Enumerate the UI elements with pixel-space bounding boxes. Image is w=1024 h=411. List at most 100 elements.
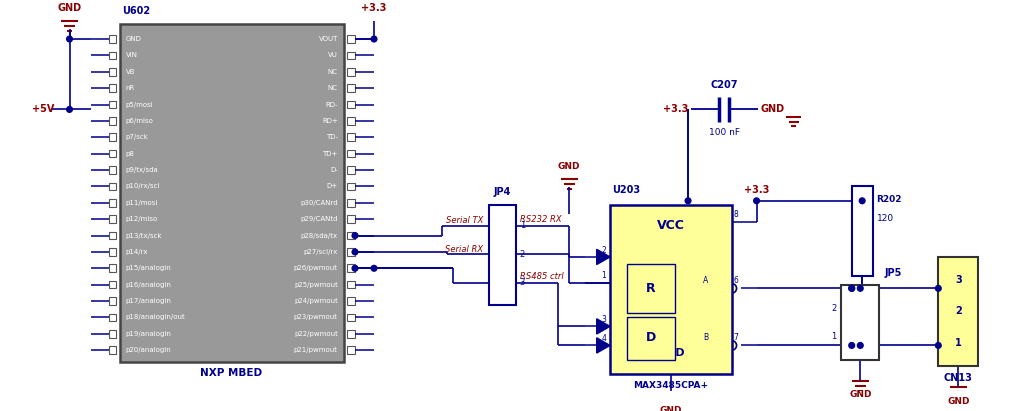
Text: JP4: JP4 [494,187,511,197]
Bar [109,150,116,157]
Text: GND: GND [761,104,784,114]
Polygon shape [597,319,610,334]
Circle shape [849,286,855,291]
Text: TD-: TD- [326,134,338,140]
Bar [347,232,355,239]
Bar [109,297,116,305]
Bar [109,166,116,174]
Bar [109,182,116,190]
Text: RS485 ctrl: RS485 ctrl [519,272,563,282]
Bar [347,215,355,223]
Text: NC: NC [328,69,338,75]
Text: p30/CANrd: p30/CANrd [300,200,338,206]
Circle shape [849,343,855,348]
Bar [109,52,116,59]
Bar [347,182,355,190]
Text: 1: 1 [601,271,606,280]
Bar [347,84,355,92]
Text: 100 nF: 100 nF [709,129,739,137]
Text: p5/mosi: p5/mosi [126,102,154,108]
Bar [852,185,872,276]
Circle shape [727,284,736,293]
Text: 3: 3 [601,315,606,324]
Text: MAX3485CPA+: MAX3485CPA+ [634,381,709,390]
Bar [109,314,116,321]
Text: p21/pwmout: p21/pwmout [294,347,338,353]
Text: R: R [646,282,655,295]
Text: RD-: RD- [326,102,338,108]
Text: p19/analogin: p19/analogin [126,331,172,337]
Bar [347,199,355,207]
Bar [109,134,116,141]
Text: 120: 120 [877,215,894,223]
Text: VOUT: VOUT [318,36,338,42]
Circle shape [495,275,510,290]
Text: p7/sck: p7/sck [126,134,148,140]
Text: p8: p8 [126,151,134,157]
Text: p25/pwmout: p25/pwmout [294,282,338,288]
Text: p12/miso: p12/miso [126,216,158,222]
Bar [347,297,355,305]
Bar [347,265,355,272]
Circle shape [352,266,357,271]
Bar [109,265,116,272]
Polygon shape [597,338,610,353]
Bar [109,346,116,354]
Circle shape [936,343,941,348]
Bar [109,281,116,289]
Bar [347,166,355,174]
Text: C207: C207 [711,81,738,90]
Bar [842,286,880,360]
Text: A: A [703,276,709,285]
Text: GND: GND [57,3,82,13]
Text: 2: 2 [955,306,962,316]
Text: p10/rx/scl: p10/rx/scl [126,183,160,189]
Text: 8: 8 [734,210,738,219]
Text: VCC: VCC [657,219,685,232]
Bar [938,257,978,366]
Text: D: D [646,331,656,344]
Text: JP5: JP5 [884,268,901,278]
Text: +3.3: +3.3 [361,3,387,13]
Circle shape [936,286,941,291]
Bar [109,232,116,239]
Bar [347,346,355,354]
Text: NC: NC [328,85,338,91]
Text: p29/CANtd: p29/CANtd [300,216,338,222]
Bar [347,150,355,157]
Text: p26/pwmout: p26/pwmout [294,265,338,271]
Text: 1: 1 [519,221,525,230]
Text: GND: GND [947,397,970,406]
Bar [109,248,116,256]
Circle shape [859,198,865,203]
Text: p14/rx: p14/rx [126,249,148,255]
Bar [347,281,355,289]
Circle shape [495,218,510,233]
Bar [109,215,116,223]
Circle shape [352,233,357,238]
Text: p6/miso: p6/miso [126,118,154,124]
Circle shape [849,286,855,291]
Circle shape [371,36,377,42]
Text: 7: 7 [734,333,738,342]
Text: +3.3: +3.3 [663,104,688,114]
Text: p28/sda/tx: p28/sda/tx [301,233,338,238]
Text: 1: 1 [831,332,837,342]
Text: nR: nR [126,85,135,91]
Text: p17/analogin: p17/analogin [126,298,172,304]
Bar [347,330,355,337]
Text: U203: U203 [612,185,640,195]
Text: +3.3: +3.3 [743,185,769,195]
Text: 2: 2 [831,304,837,313]
Text: GND: GND [657,348,685,358]
Text: VB: VB [126,69,135,75]
Bar [347,248,355,256]
Bar [109,330,116,337]
Circle shape [67,106,73,112]
Bar [627,263,675,313]
Text: Serial RX: Serial RX [445,245,483,254]
Text: p24/pwmout: p24/pwmout [294,298,338,304]
Text: GND: GND [558,162,581,171]
Text: VU: VU [328,52,338,58]
Text: +5V: +5V [33,104,54,114]
